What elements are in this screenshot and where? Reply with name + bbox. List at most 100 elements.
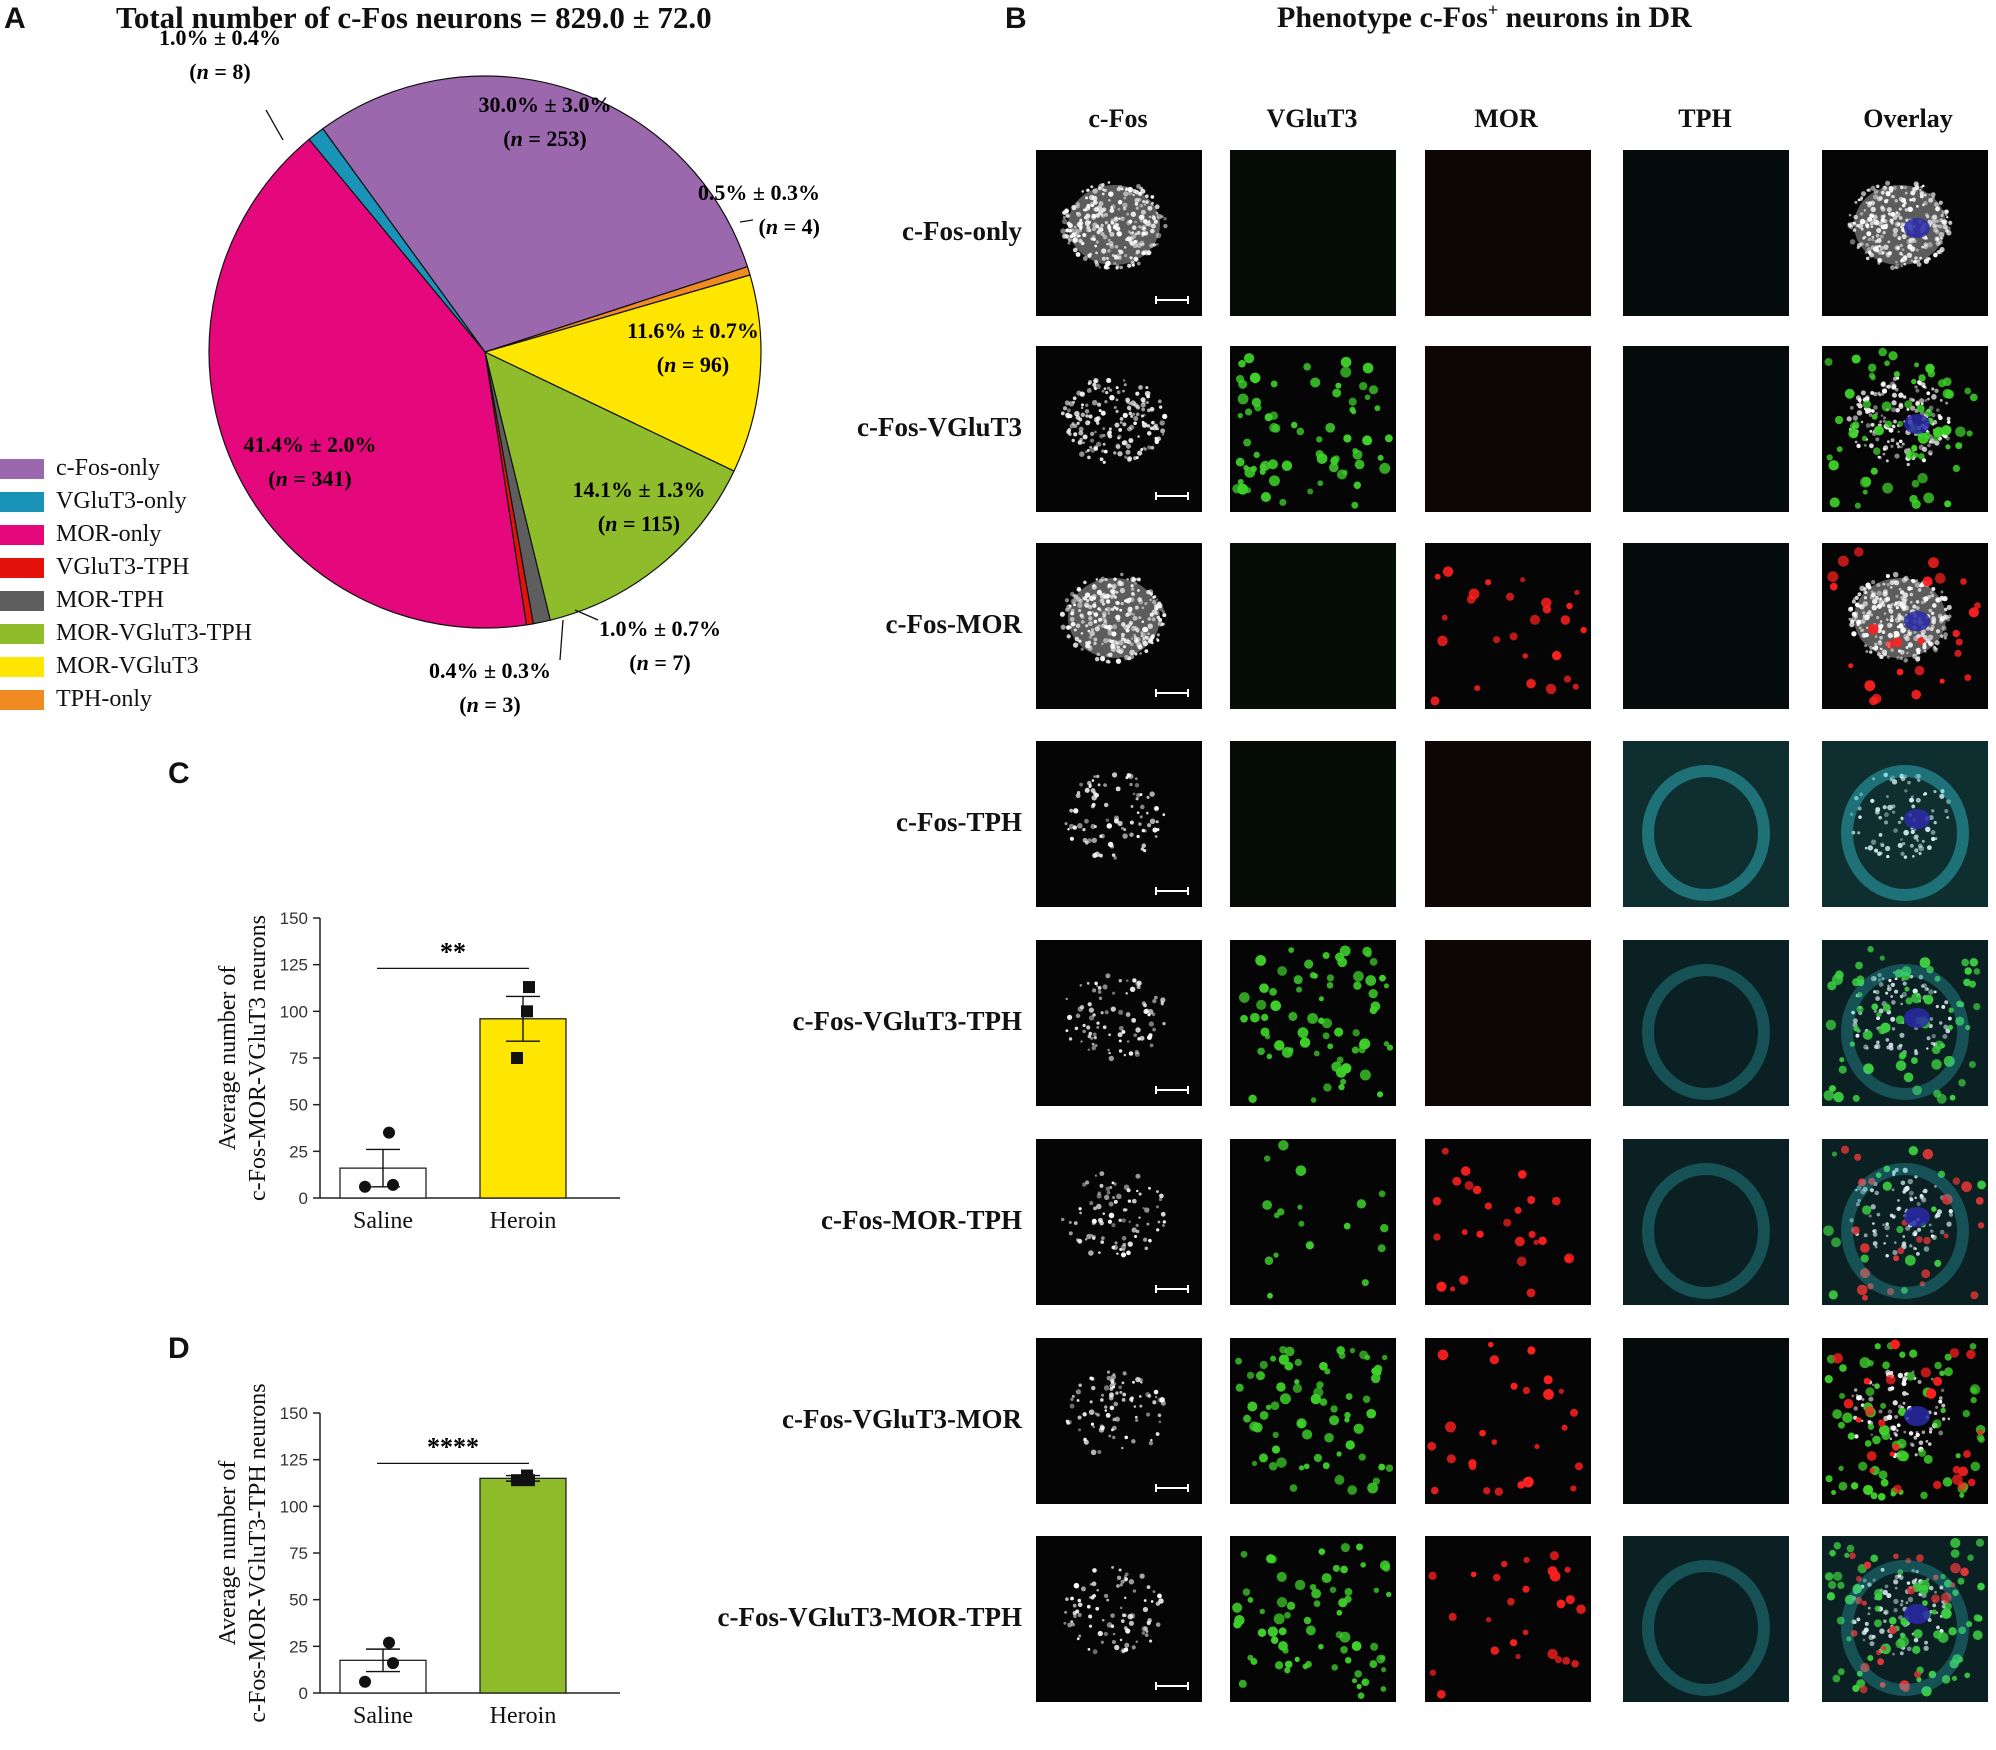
cfos-spot xyxy=(1142,848,1147,853)
cfos-spot xyxy=(1933,202,1939,208)
mor-punctum xyxy=(1885,1374,1896,1385)
cfos-spot xyxy=(1080,241,1085,246)
vglut3-punctum xyxy=(1823,1225,1834,1236)
cfos-spot xyxy=(1871,580,1876,585)
vglut3-punctum xyxy=(1307,1012,1319,1024)
micrograph-mor xyxy=(1425,741,1591,907)
cfos-spot xyxy=(1096,1589,1099,1592)
cfos-spot xyxy=(1903,262,1907,266)
cfos-spot xyxy=(1890,615,1894,619)
vglut3-punctum xyxy=(1273,1252,1279,1258)
vglut3-punctum xyxy=(1293,975,1303,985)
cfos-spot xyxy=(1155,598,1159,601)
vglut3-punctum xyxy=(1336,1609,1343,1616)
micrograph-mor xyxy=(1425,1338,1591,1504)
cfos-spot xyxy=(1141,620,1145,624)
vglut3-punctum xyxy=(1849,422,1859,432)
cfos-spot xyxy=(1851,830,1856,835)
cfos-spot xyxy=(1146,589,1151,595)
cfos-spot xyxy=(1144,390,1151,397)
cfos-spot xyxy=(1096,774,1100,779)
cfos-spot xyxy=(1904,789,1908,793)
cfos-spot xyxy=(1115,591,1119,594)
n-symbol: n xyxy=(664,352,676,377)
cfos-spot xyxy=(1863,1627,1869,1633)
cfos-spot xyxy=(1068,1231,1073,1236)
vglut3-punctum xyxy=(1334,1027,1344,1037)
cfos-spot xyxy=(1909,1442,1914,1446)
cfos-spot xyxy=(1915,656,1921,662)
vglut3-punctum xyxy=(1299,1037,1311,1048)
cfos-spot xyxy=(1913,834,1919,840)
cfos-spot xyxy=(1876,583,1881,588)
vglut3-punctum xyxy=(1861,476,1872,487)
vglut3-punctum xyxy=(1273,1613,1285,1625)
cfos-spot xyxy=(1903,855,1908,859)
cfos-spot xyxy=(1112,1435,1116,1440)
cfos-spot xyxy=(1941,1005,1946,1009)
cfos-spot xyxy=(1919,584,1923,588)
cfos-spot xyxy=(1856,1395,1861,1401)
mor-punctum xyxy=(1958,1466,1969,1477)
vglut3-punctum xyxy=(1334,1474,1345,1485)
cfos-spot xyxy=(1108,241,1114,247)
cfos-spot xyxy=(1113,217,1119,223)
cfos-spot xyxy=(1854,440,1858,444)
cfos-spot xyxy=(1871,1383,1875,1387)
data-point xyxy=(523,981,535,994)
cfos-spot xyxy=(1891,1027,1896,1031)
cfos-spot xyxy=(1080,1040,1083,1043)
vglut3-punctum xyxy=(1352,1029,1360,1037)
cfos-spot xyxy=(1078,1634,1082,1638)
mor-punctum xyxy=(1890,1339,1900,1350)
cfos-spot xyxy=(1098,617,1102,622)
cfos-spot xyxy=(1900,253,1904,257)
cfos-spot xyxy=(1941,1403,1946,1408)
vglut3-punctum xyxy=(1928,1670,1937,1679)
mor-punctum xyxy=(1952,1474,1963,1485)
vglut3-punctum xyxy=(1955,426,1966,438)
cfos-spot xyxy=(1092,1013,1096,1017)
vglut3-punctum xyxy=(1271,1445,1281,1454)
cfos-spot xyxy=(1899,601,1903,605)
micrograph-mor xyxy=(1425,1536,1591,1702)
vglut3-punctum xyxy=(1329,1586,1337,1594)
cfos-spot xyxy=(1108,428,1112,431)
mor-punctum xyxy=(1479,1429,1486,1437)
vglut3-punctum xyxy=(1850,1482,1859,1490)
cfos-spot xyxy=(1898,587,1902,591)
cfos-spot xyxy=(1935,1004,1939,1009)
mor-punctum xyxy=(1551,1196,1561,1206)
cfos-spot xyxy=(1100,623,1106,629)
cfos-spot xyxy=(1089,630,1095,637)
mor-punctum xyxy=(1849,1552,1856,1560)
cfos-spot xyxy=(1129,256,1133,260)
cfos-spot xyxy=(1105,1186,1111,1192)
vglut3-punctum xyxy=(1975,1538,1985,1547)
vglut3-punctum xyxy=(1924,409,1933,417)
cfos-spot xyxy=(1900,1180,1906,1186)
cfos-spot xyxy=(1902,1376,1908,1382)
cfos-spot xyxy=(1114,1644,1120,1651)
vglut3-punctum xyxy=(1270,1000,1282,1012)
panel-b-letter: B xyxy=(1005,2,1027,35)
cfos-spot xyxy=(1147,823,1152,828)
vglut3-punctum xyxy=(1237,478,1244,485)
vglut3-punctum xyxy=(1294,1379,1300,1385)
cfos-spot xyxy=(1086,982,1090,985)
n-symbol: n xyxy=(511,126,523,151)
cfos-spot xyxy=(1152,599,1157,605)
tile-background xyxy=(1623,940,1789,1106)
cfos-spot xyxy=(1066,1421,1070,1425)
cfos-spot xyxy=(1860,420,1864,424)
cfos-spot xyxy=(1157,399,1162,404)
cfos-spot xyxy=(1921,1430,1926,1434)
mor-punctum xyxy=(1470,1571,1477,1578)
cfos-spot xyxy=(1147,220,1151,223)
cfos-spot xyxy=(1074,410,1080,417)
mor-punctum xyxy=(1933,1376,1943,1386)
cfos-spot xyxy=(1886,1593,1892,1599)
vglut3-punctum xyxy=(1945,444,1951,450)
mor-punctum xyxy=(1863,1561,1872,1569)
cfos-spot xyxy=(1098,266,1101,269)
